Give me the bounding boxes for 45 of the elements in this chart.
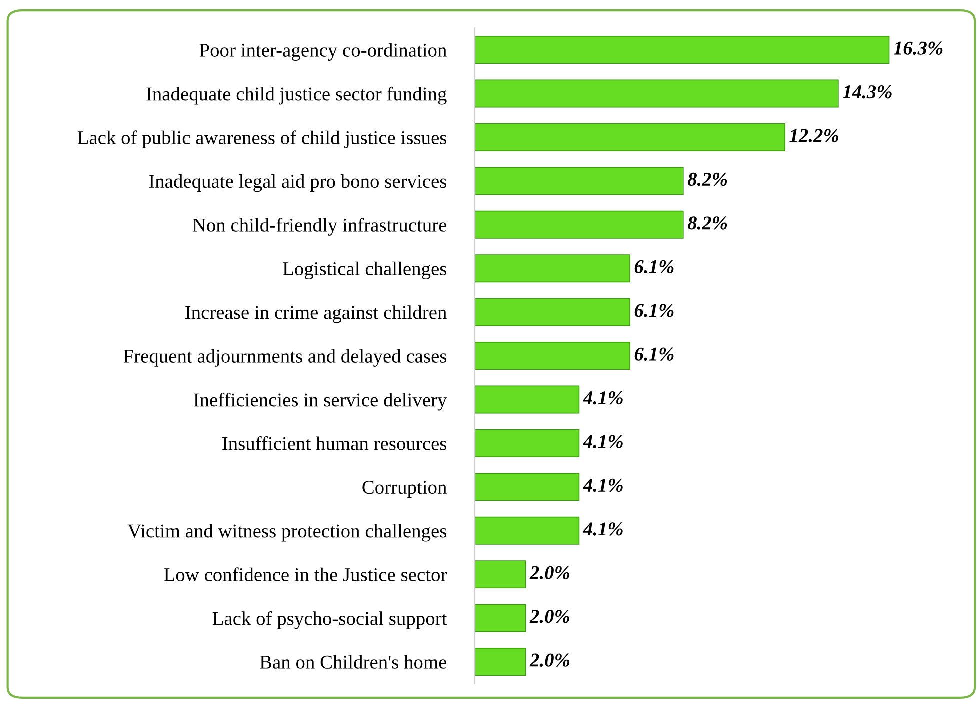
data-label: 6.1%: [634, 304, 674, 318]
bar: [475, 604, 526, 632]
bar: [475, 298, 630, 326]
y-tick-label: Non child-friendly infrastructure: [192, 218, 447, 236]
y-tick-label: Lack of psycho-social support: [212, 611, 448, 630]
data-label: 4.1%: [583, 478, 623, 492]
bar: [475, 386, 580, 414]
y-tick-label: Poor inter-agency co-ordination: [200, 43, 447, 61]
data-label: 8.2%: [688, 172, 728, 186]
data-label: 6.1%: [634, 260, 674, 274]
y-tick-label: Increase in crime against children: [186, 306, 447, 324]
y-tick-label: Inadequate child justice sector funding: [146, 86, 447, 105]
y-tick-label: Inefficiencies in service delivery: [194, 392, 448, 411]
data-label: 4.1%: [583, 391, 623, 405]
data-label: 8.2%: [688, 216, 728, 230]
bar: [475, 429, 580, 458]
bar: [475, 342, 630, 370]
bar: [475, 516, 580, 545]
y-tick-label: Corruption: [362, 481, 447, 498]
data-label: 4.1%: [583, 435, 623, 448]
bar: [475, 560, 526, 589]
y-tick-label: Inadequate legal aid pro bono services: [149, 174, 447, 192]
data-label: 14.3%: [843, 86, 892, 99]
bar: [475, 167, 684, 196]
bar: [475, 36, 890, 64]
bar: [475, 473, 580, 502]
data-label: 6.1%: [634, 348, 674, 361]
bar: [475, 254, 630, 283]
bar: [475, 210, 684, 239]
data-label: 2.0%: [530, 566, 570, 580]
data-label: 4.1%: [583, 522, 623, 536]
y-tick-label: Ban on Children's home: [260, 655, 447, 669]
data-label: 12.2%: [790, 129, 838, 142]
y-tick-label: Low confidence in the Justice sector: [164, 568, 448, 582]
data-label: 16.3%: [894, 42, 943, 56]
data-label: 2.0%: [530, 654, 570, 667]
bar: [475, 80, 839, 108]
data-label: 2.0%: [530, 610, 570, 624]
y-tick-label: Victim and witness protection challenges: [128, 524, 447, 542]
y-tick-label: Insufficient human resources: [222, 436, 447, 450]
y-tick-label: Frequent adjournments and delayed cases: [124, 349, 447, 367]
bar: [475, 648, 526, 676]
y-tick-label: Lack of public awareness of child justice issues: [78, 130, 447, 148]
bar: [475, 124, 786, 152]
y-tick-label: Logistical challenges: [283, 262, 447, 280]
